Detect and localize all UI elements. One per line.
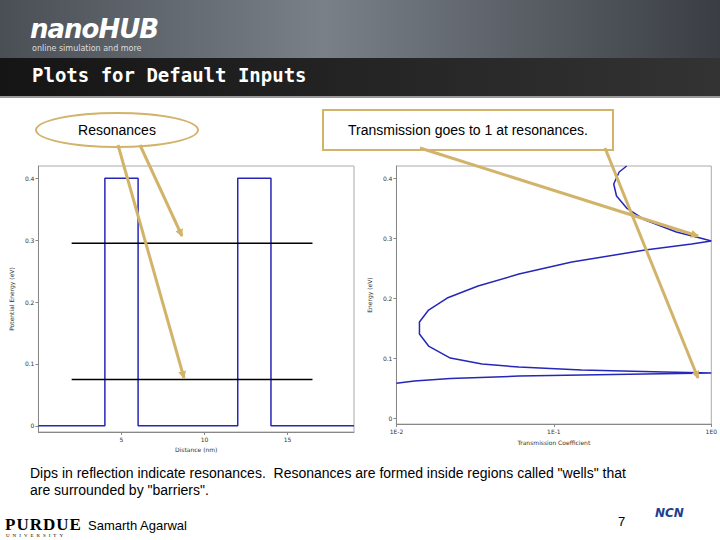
html-text:NCN: NCN: [655, 506, 684, 520]
html-text:PURDUE: PURDUE: [5, 515, 82, 534]
html-text:UNIVERSITY: UNIVERSITY: [6, 533, 66, 538]
svg-text:1E-2: 1E-2: [390, 428, 404, 435]
svg-text:0: 0: [389, 415, 393, 422]
svg-text:1E0: 1E0: [706, 428, 718, 435]
svg-text:0.3: 0.3: [383, 235, 393, 242]
html-text:Transmission goes to 1 at reso: Transmission goes to 1 at resonances.: [348, 122, 588, 138]
svg-text:15: 15: [284, 436, 292, 443]
svg-text:10: 10: [201, 436, 209, 443]
svg-text:0.1: 0.1: [383, 355, 393, 362]
html-text:Plots for Default Inputs: Plots for Default Inputs: [32, 64, 307, 86]
svg-text:0.4: 0.4: [383, 175, 393, 182]
html-text:Resonances: Resonances: [78, 122, 156, 138]
html-text:nanoHUB: nanoHUB: [30, 14, 159, 44]
svg-text:0.2: 0.2: [383, 295, 393, 302]
html-text:7: 7: [618, 514, 626, 529]
svg-text:0.3: 0.3: [25, 237, 35, 244]
svg-text:0.4: 0.4: [25, 175, 35, 182]
svg-text:1E-1: 1E-1: [547, 428, 561, 435]
svg-text:Potential Energy (eV): Potential Energy (eV): [8, 267, 16, 331]
svg-text:Distance (nm): Distance (nm): [175, 446, 217, 453]
html-text:Samarth Agarwal: Samarth Agarwal: [88, 518, 187, 533]
svg-text:5: 5: [120, 436, 124, 443]
svg-text:Transmission Coefficient: Transmission Coefficient: [516, 439, 590, 446]
html-text:online simulation and more: online simulation and more: [32, 44, 142, 53]
html-text:Dips in reflection indicate re: Dips in reflection indicate resonances. …: [30, 465, 630, 498]
svg-text:0: 0: [31, 422, 35, 429]
svg-text:Energy (eV): Energy (eV): [366, 277, 374, 312]
svg-text:0.2: 0.2: [25, 299, 35, 306]
svg-text:0.1: 0.1: [25, 360, 35, 367]
